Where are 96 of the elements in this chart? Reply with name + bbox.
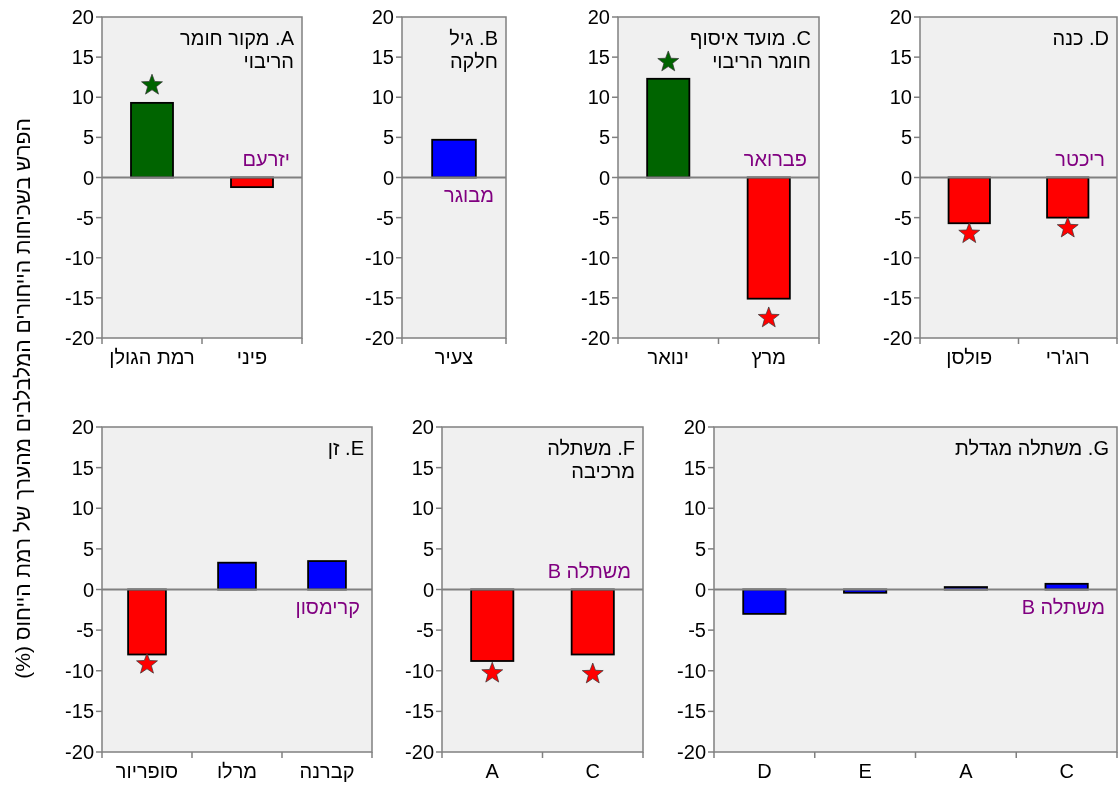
text: A. מקור חומר הריבוי — [178, 27, 294, 73]
y-tick-label: -20 — [65, 327, 94, 349]
y-tick-label: 15 — [371, 46, 394, 69]
y-tick-label: -15 — [65, 286, 94, 309]
y-tick-label: -15 — [677, 700, 706, 723]
x-tick-label: D — [756, 760, 773, 783]
y-tick-label: 0 — [422, 578, 434, 601]
annotation: משתלה B — [547, 559, 631, 583]
x-tick-label: קברנה — [298, 760, 356, 783]
y-tick-label: 5 — [82, 126, 94, 149]
y-tick-label: 20 — [683, 416, 706, 438]
annotation: ריכטר — [1055, 147, 1105, 171]
x-tick-label: A — [958, 760, 974, 783]
y-tick-label: 0 — [900, 166, 912, 189]
x-tick-label: C — [584, 760, 601, 783]
y-tick-label: -5 — [376, 206, 394, 229]
y-tick-label: -10 — [65, 246, 94, 269]
y-tick-label: 10 — [587, 86, 610, 109]
y-tick-label: -15 — [883, 286, 912, 309]
x-tick-label: סופריור — [114, 760, 180, 783]
y-tick-label: 5 — [598, 126, 610, 149]
y-tick-label: -10 — [883, 246, 912, 269]
y-tick-label: 20 — [371, 6, 394, 28]
y-tick-label: 10 — [683, 497, 706, 520]
y-tick-label: -10 — [405, 659, 434, 682]
y-tick-label: 15 — [889, 46, 912, 69]
y-axis-title: הפרש בשכיחות הייחורים המלבלבים מהערך של רמת הייחוס (%) — [10, 117, 34, 679]
y-tick-label: 20 — [411, 416, 434, 438]
x-tick-label: C — [1058, 760, 1075, 783]
y-tick-label: 15 — [411, 456, 434, 479]
y-tick-label: 10 — [411, 497, 434, 520]
y-tick-label: 10 — [889, 86, 912, 109]
y-tick-label: -20 — [883, 327, 912, 349]
annotation: משתלה B — [1021, 595, 1105, 619]
y-tick-label: 5 — [82, 537, 94, 560]
y-tick-label: -10 — [677, 659, 706, 682]
y-tick-label: 15 — [71, 456, 94, 479]
y-tick-label: -20 — [365, 327, 394, 349]
y-tick-label: -10 — [581, 246, 610, 269]
y-tick-label: 5 — [900, 126, 912, 149]
annotation: יזרעם — [242, 147, 290, 171]
annotation: מבוגר — [443, 183, 494, 207]
y-tick-label: 15 — [71, 46, 94, 69]
y-tick-label: -15 — [405, 700, 434, 723]
y-tick-label: -20 — [677, 741, 706, 763]
y-tick-label: 15 — [587, 46, 610, 69]
y-tick-label: 5 — [382, 126, 394, 149]
y-tick-label: -15 — [365, 286, 394, 309]
bar — [217, 561, 257, 591]
y-tick-label: 5 — [694, 537, 706, 560]
y-tick-label: 20 — [71, 6, 94, 28]
y-tick-label: -20 — [65, 741, 94, 763]
y-tick-label: 20 — [889, 6, 912, 28]
y-tick-label: 0 — [82, 578, 94, 601]
y-tick-label: -20 — [581, 327, 610, 349]
annotation: פברואר — [743, 147, 807, 171]
y-tick-label: 5 — [422, 537, 434, 560]
y-tick-label: 10 — [71, 497, 94, 520]
y-tick-label: -20 — [405, 741, 434, 763]
x-tick-label: A — [484, 760, 500, 783]
y-tick-label: 10 — [71, 86, 94, 109]
text: C. מועד איסוף חומר הריבוי — [689, 27, 811, 73]
x-tick-label: רוג'רי — [1044, 346, 1091, 369]
x-tick-label: מרלו — [215, 760, 259, 783]
annotation: קרימסון — [295, 595, 360, 619]
y-tick-label: -5 — [592, 206, 610, 229]
y-tick-label: 0 — [82, 166, 94, 189]
y-tick-label: -15 — [581, 286, 610, 309]
y-tick-label: -5 — [76, 619, 94, 642]
y-tick-label: 20 — [587, 6, 610, 28]
x-tick-label: ינואר — [646, 346, 690, 369]
y-tick-label: 15 — [683, 456, 706, 479]
text: F. משתלה מרכיבה — [546, 437, 635, 483]
y-tick-label: 0 — [598, 166, 610, 189]
y-tick-label: -5 — [894, 206, 912, 229]
text: G. משתלה מגדלת — [954, 437, 1109, 460]
y-tick-label: -15 — [65, 700, 94, 723]
x-tick-label: פולסן — [945, 346, 994, 369]
y-tick-label: -5 — [688, 619, 706, 642]
x-tick-label: E — [857, 760, 873, 783]
text: E. זן — [326, 437, 364, 460]
bar — [307, 560, 347, 591]
y-tick-label: 0 — [382, 166, 394, 189]
y-tick-label: -10 — [365, 246, 394, 269]
y-tick-label: -5 — [416, 619, 434, 642]
x-tick-label: פיני — [235, 346, 269, 369]
x-tick-label: רמת הגולן — [108, 346, 196, 369]
y-tick-label: -10 — [65, 659, 94, 682]
y-tick-label: 0 — [694, 578, 706, 601]
y-tick-label: 10 — [371, 86, 394, 109]
text: D. כנה — [1051, 27, 1109, 50]
x-tick-label: צעיר — [433, 346, 475, 369]
y-tick-label: 20 — [71, 416, 94, 438]
x-tick-label: מרץ — [750, 346, 787, 369]
text: B. גיל חלקה — [448, 27, 498, 73]
y-tick-label: -5 — [76, 206, 94, 229]
